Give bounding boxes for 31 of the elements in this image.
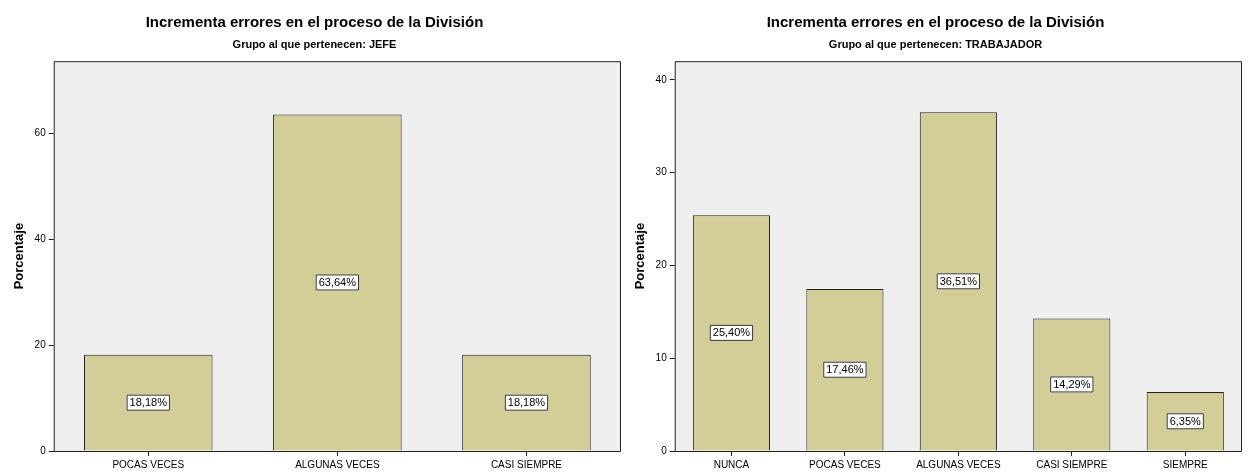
x-tick-label: CASI SIEMPRE [1036,458,1108,470]
x-tick-label: SIEMPRE [1162,458,1209,470]
data-label: 17,46% [826,363,864,376]
data-label: 18,18% [507,396,546,409]
data-label: 14,29% [1053,377,1091,390]
chart-subtitle: Grupo al que pertenecen: TRABAJADOR [828,37,1043,50]
y-axis-title: Porcentaje [11,222,27,290]
y-tick-label: 40 [34,233,47,245]
y-tick-label: 30 [655,166,668,178]
y-tick-label: 20 [655,259,668,271]
x-tick-label: NUNCA [713,458,750,470]
chart-subtitle: Grupo al que pertenecen: JEFE [232,37,397,50]
x-tick-label: POCAS VECES [809,458,882,470]
y-tick-label: 40 [655,73,668,85]
y-axis-title: Porcentaje [632,222,648,290]
y-tick-label: 0 [661,444,668,456]
x-tick-label: POCAS VECES [112,458,185,470]
y-tick-label: 10 [655,351,668,363]
data-label: 6,35% [1169,414,1202,427]
data-label: 25,40% [712,326,751,339]
data-label: 36,51% [939,274,978,287]
x-tick-label: ALGUNAS VECES [916,458,1001,470]
y-tick-label: 0 [40,444,47,456]
x-tick-label: CASI SIEMPRE [490,458,563,470]
chart-title: Incrementa errores en el proceso de la División [766,13,1105,31]
y-tick-label: 20 [34,338,47,350]
y-tick-label: 60 [34,127,47,139]
x-tick-label: ALGUNAS VECES [295,458,380,470]
chart-title: Incrementa errores en el proceso de la División [145,13,484,31]
data-label: 18,18% [129,396,168,409]
data-label: 63,64% [318,275,357,288]
